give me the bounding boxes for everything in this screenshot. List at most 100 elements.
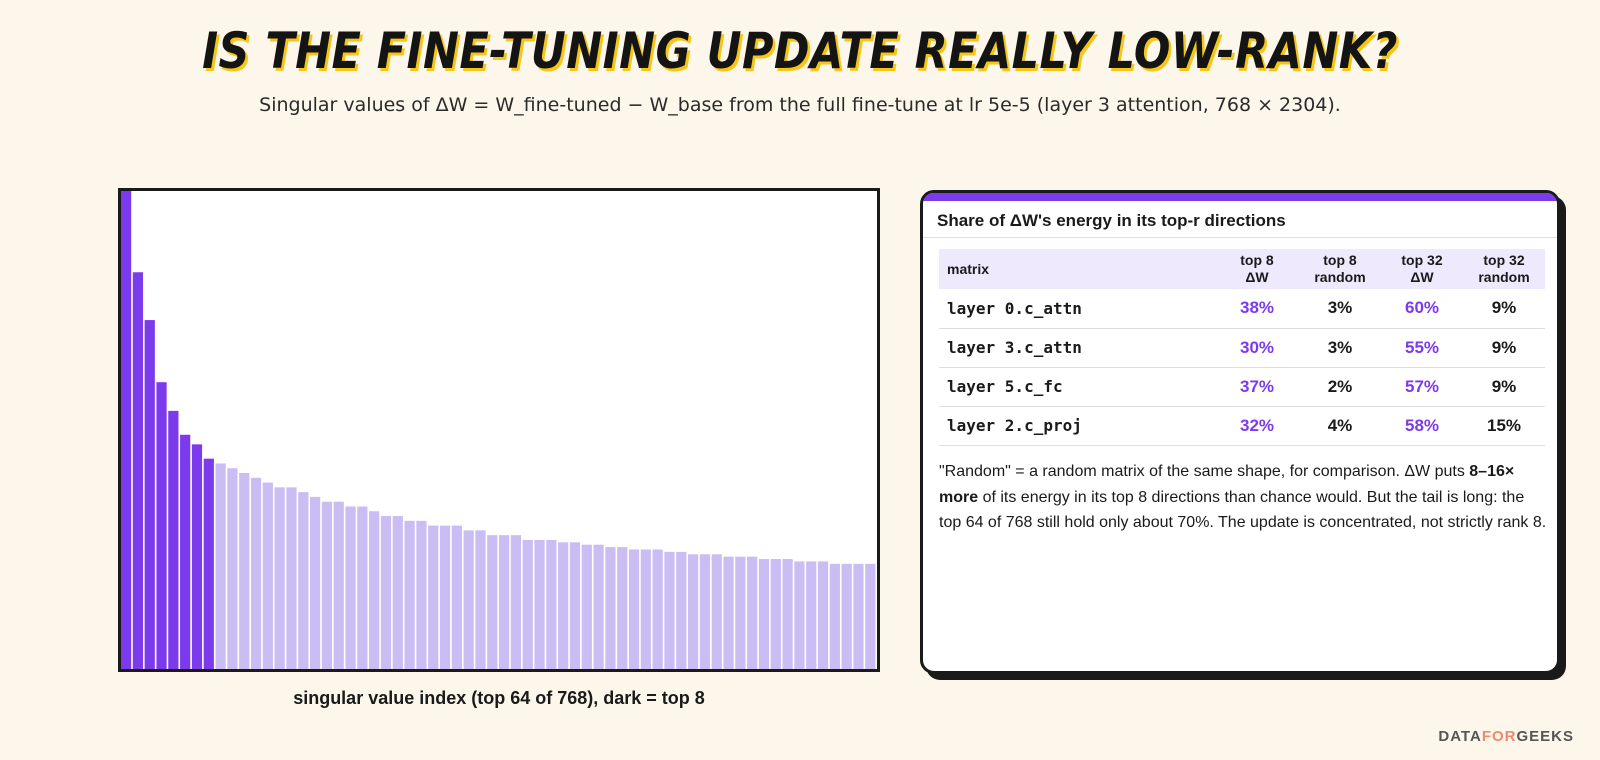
- bar-sv-8: [203, 458, 214, 669]
- cell-top32-random: 15%: [1463, 406, 1545, 446]
- cell-top8-random: 2%: [1299, 367, 1381, 407]
- col-header-top8-random: top 8 random: [1299, 249, 1381, 289]
- cell-top32-dw: 55%: [1381, 328, 1463, 368]
- bar-sv-46: [652, 549, 663, 669]
- bar-sv-58: [794, 561, 805, 669]
- cell-top32-random: 9%: [1463, 328, 1545, 368]
- bar-sv-61: [829, 563, 840, 669]
- col-header-top32-dw: top 32 ΔW: [1381, 249, 1463, 289]
- bar-sv-28: [439, 525, 451, 669]
- bar-sv-13: [262, 482, 273, 669]
- cell-matrix: layer 0.c_attn: [939, 289, 1215, 329]
- bar-sv-4: [156, 382, 167, 669]
- cell-top32-dw: 57%: [1381, 367, 1463, 407]
- bar-sv-39: [569, 542, 581, 669]
- bar-sv-44: [628, 549, 640, 669]
- brand-logo: DATAFORGEEKS: [1438, 728, 1574, 745]
- bar-sv-2: [132, 272, 144, 669]
- note-text-2: of its energy in its top 8 directions th…: [939, 488, 1547, 532]
- cell-top8-dw: 38%: [1215, 289, 1299, 329]
- table-row: layer 0.c_attn 38% 3% 60% 9%: [939, 289, 1545, 329]
- bar-chart-svg: [121, 191, 876, 669]
- col-header-matrix: matrix: [939, 249, 1215, 289]
- x-axis-label: singular value index (top 64 of 768), da…: [293, 688, 705, 708]
- bar-sv-26: [416, 520, 427, 669]
- bar-sv-27: [428, 525, 439, 669]
- bar-sv-40: [581, 544, 592, 669]
- card-note: "Random" = a random matrix of the same s…: [939, 459, 1549, 536]
- bar-sv-59: [806, 561, 817, 669]
- bar-sv-9: [215, 463, 226, 669]
- bar-sv-5: [168, 410, 179, 669]
- bar-sv-37: [546, 539, 557, 669]
- cell-top32-dw: 60%: [1381, 289, 1463, 329]
- bar-sv-55: [758, 559, 770, 669]
- bar-sv-10: [227, 468, 238, 669]
- col-header-top8-dw: top 8 ΔW: [1215, 249, 1299, 289]
- bar-sv-45: [640, 549, 651, 669]
- bar-sv-47: [664, 551, 675, 669]
- cell-top8-dw: 30%: [1215, 328, 1299, 368]
- bar-sv-48: [676, 551, 687, 669]
- table-header-row: matrix top 8 ΔW top 8 random top 32 ΔW t…: [939, 249, 1545, 289]
- bar-sv-62: [841, 563, 852, 669]
- bar-sv-6: [180, 434, 191, 669]
- bar-sv-24: [392, 516, 403, 669]
- bar-sv-35: [522, 539, 533, 669]
- energy-share-card: Share of ΔW's energy in its top-r direct…: [920, 190, 1560, 674]
- bar-sv-63: [853, 563, 864, 669]
- cell-top32-random: 9%: [1463, 367, 1545, 407]
- bar-sv-16: [298, 492, 309, 669]
- bar-sv-33: [499, 535, 510, 669]
- bar-sv-60: [817, 561, 829, 669]
- table-row: layer 5.c_fc 37% 2% 57% 9%: [939, 367, 1545, 407]
- bar-sv-56: [770, 559, 781, 669]
- bar-sv-21: [357, 506, 368, 669]
- cell-top8-random: 4%: [1299, 406, 1381, 446]
- bar-sv-31: [475, 530, 486, 669]
- bar-sv-53: [735, 556, 746, 669]
- card-title: Share of ΔW's energy in its top-r direct…: [937, 211, 1286, 230]
- bar-sv-12: [250, 477, 262, 669]
- bar-sv-23: [380, 516, 392, 669]
- bar-sv-36: [534, 539, 545, 669]
- bar-sv-34: [510, 535, 522, 669]
- table-row: layer 2.c_proj 32% 4% 58% 15%: [939, 406, 1545, 446]
- bar-sv-17: [310, 496, 321, 669]
- bar-sv-1: [121, 191, 132, 669]
- cell-top8-random: 3%: [1299, 289, 1381, 329]
- bar-sv-57: [782, 559, 793, 669]
- card-divider: [923, 237, 1557, 238]
- cell-matrix: layer 2.c_proj: [939, 406, 1215, 446]
- bar-sv-3: [144, 320, 155, 669]
- bar-sv-29: [451, 525, 462, 669]
- brand-part-2: FOR: [1481, 728, 1517, 745]
- bar-sv-14: [274, 487, 285, 669]
- page-subtitle: Singular values of ΔW = W_fine-tuned − W…: [259, 94, 1341, 116]
- bar-sv-18: [321, 501, 333, 669]
- bar-sv-41: [593, 544, 604, 669]
- note-text-1: "Random" = a random matrix of the same s…: [939, 463, 1470, 480]
- cell-top8-dw: 32%: [1215, 406, 1299, 446]
- bar-sv-25: [404, 520, 415, 669]
- bar-sv-64: [865, 563, 876, 669]
- bar-sv-54: [747, 556, 758, 669]
- bar-sv-11: [239, 473, 250, 669]
- cell-matrix: layer 5.c_fc: [939, 367, 1215, 407]
- cell-top32-dw: 58%: [1381, 406, 1463, 446]
- bar-sv-30: [463, 530, 474, 669]
- table-row: layer 3.c_attn 30% 3% 55% 9%: [939, 328, 1545, 368]
- bar-sv-32: [487, 535, 498, 669]
- bar-sv-49: [688, 554, 699, 669]
- cell-top8-dw: 37%: [1215, 367, 1299, 407]
- bar-sv-22: [369, 511, 380, 669]
- note-emphasis: 8–16× more: [939, 463, 1515, 506]
- col-header-top32-random: top 32 random: [1463, 249, 1545, 289]
- energy-table: matrix top 8 ΔW top 8 random top 32 ΔW t…: [939, 249, 1545, 446]
- page-title: IS THE FINE-TUNING UPDATE REALLY LOW-RAN…: [202, 22, 1398, 80]
- bar-sv-38: [558, 542, 569, 669]
- bar-sv-19: [333, 501, 344, 669]
- bar-sv-52: [723, 556, 734, 669]
- bar-sv-50: [699, 554, 711, 669]
- bar-sv-7: [191, 444, 203, 669]
